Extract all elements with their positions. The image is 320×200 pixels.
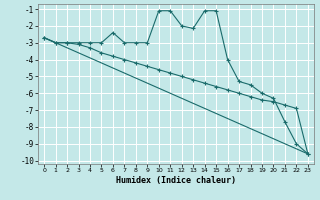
- X-axis label: Humidex (Indice chaleur): Humidex (Indice chaleur): [116, 176, 236, 185]
